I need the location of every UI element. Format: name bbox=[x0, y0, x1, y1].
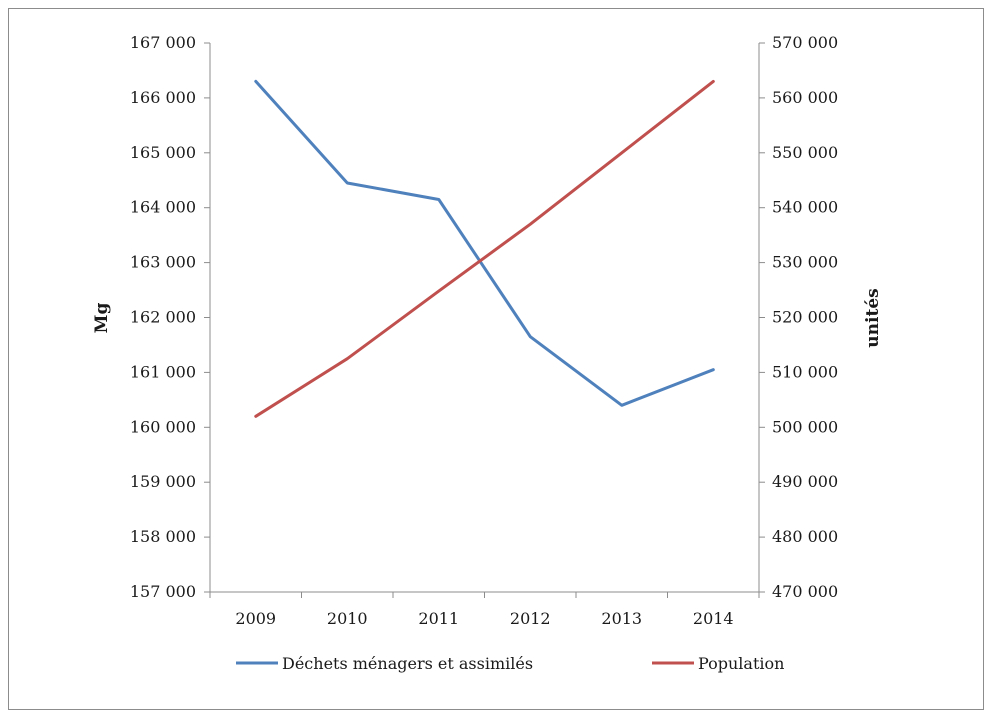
legend-label: Déchets ménagers et assimilés bbox=[282, 654, 533, 673]
left-tick-label: 166 000 bbox=[130, 88, 196, 107]
right-tick-label: 480 000 bbox=[772, 527, 838, 546]
left-tick-label: 159 000 bbox=[130, 472, 196, 491]
right-tick-label: 570 000 bbox=[772, 33, 838, 52]
left-tick-label: 164 000 bbox=[130, 198, 196, 217]
x-tick-label: 2013 bbox=[601, 609, 642, 628]
series-line-population bbox=[254, 79, 715, 418]
x-tick-label: 2009 bbox=[235, 609, 276, 628]
left-tick-label: 157 000 bbox=[130, 582, 196, 601]
left-tick-label: 167 000 bbox=[130, 33, 196, 52]
right-tick-label: 520 000 bbox=[772, 308, 838, 327]
x-tick-label: 2012 bbox=[510, 609, 551, 628]
right-y-axis: 470 000 480 000 490 000 500 000 510 000 520 0… bbox=[758, 33, 838, 601]
right-tick-label: 500 000 bbox=[772, 417, 838, 436]
x-tick-label: 2011 bbox=[418, 609, 459, 628]
series-layer bbox=[254, 79, 715, 418]
chart-frame bbox=[8, 8, 984, 710]
right-tick-label: 470 000 bbox=[772, 582, 838, 601]
right-tick-label: 530 000 bbox=[772, 253, 838, 272]
left-axis-title: Mg bbox=[92, 303, 112, 334]
left-tick-label: 163 000 bbox=[130, 253, 196, 272]
right-tick-label: 510 000 bbox=[772, 362, 838, 381]
left-tick-label: 160 000 bbox=[130, 417, 196, 436]
left-tick-label: 161 000 bbox=[130, 362, 196, 381]
left-tick-label: 158 000 bbox=[130, 527, 196, 546]
legend: Déchets ménagers et assimilés Population bbox=[236, 654, 784, 673]
right-tick-label: 560 000 bbox=[772, 88, 838, 107]
x-tick-label: 2010 bbox=[327, 609, 368, 628]
right-tick-label: 490 000 bbox=[772, 472, 838, 491]
x-tick-label: 2014 bbox=[693, 609, 734, 628]
left-tick-label: 165 000 bbox=[130, 143, 196, 162]
legend-label: Population bbox=[698, 654, 784, 673]
right-tick-label: 540 000 bbox=[772, 198, 838, 217]
series-line-dechets bbox=[254, 79, 715, 407]
right-tick-label: 550 000 bbox=[772, 143, 838, 162]
left-tick-label: 162 000 bbox=[130, 308, 196, 327]
left-y-axis: 157 000 158 000 159 000 160 000 161 000 162 0… bbox=[130, 33, 211, 601]
right-axis-title: unités bbox=[863, 288, 883, 347]
x-axis: 2009 2010 2011 2012 2013 2014 bbox=[209, 591, 760, 628]
